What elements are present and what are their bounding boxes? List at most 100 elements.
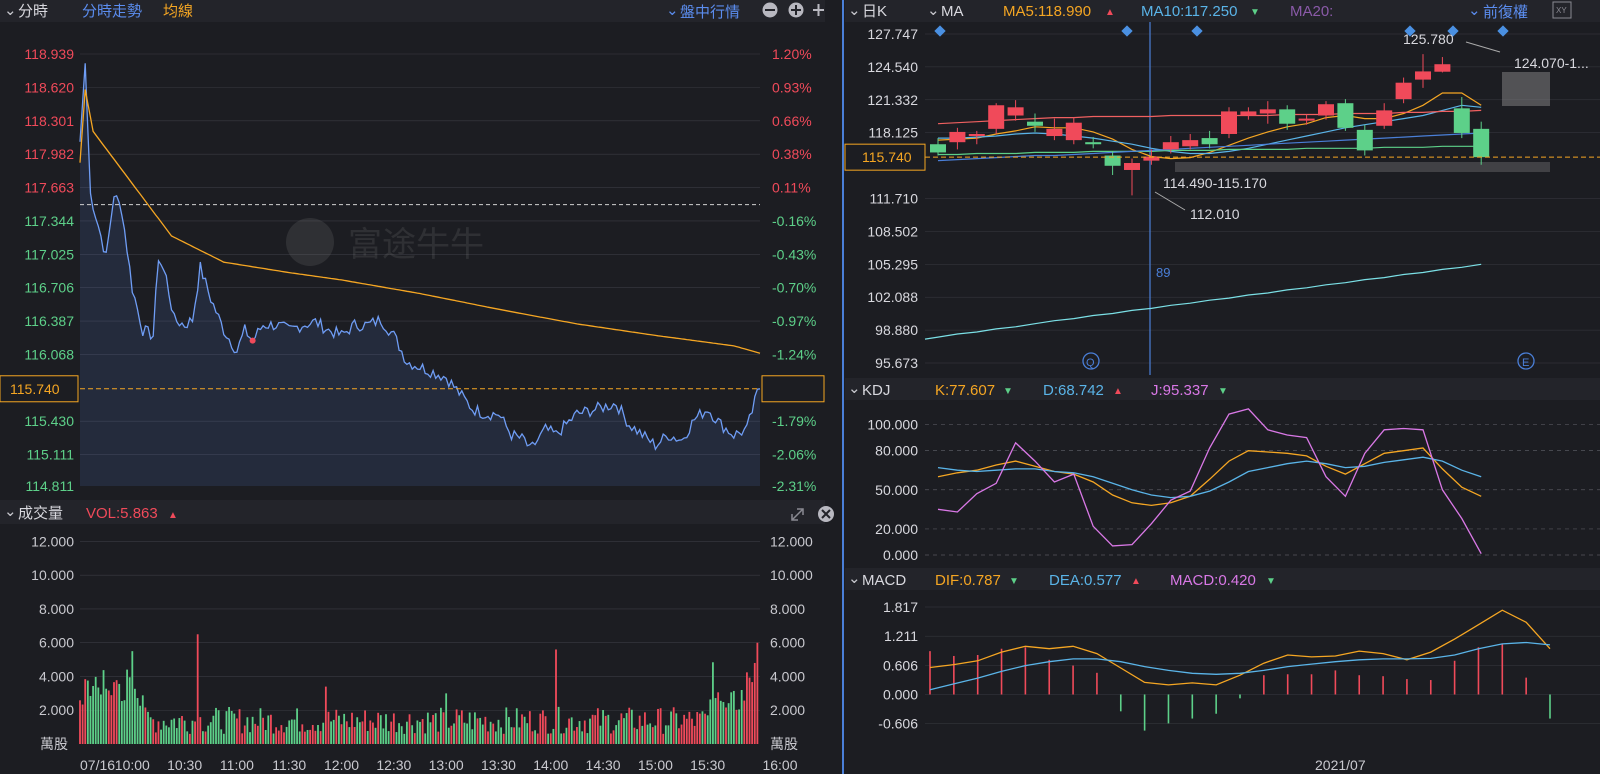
volume-bar: [215, 707, 217, 744]
volume-bar: [256, 725, 259, 744]
k-current-price-label: 115.740: [862, 149, 912, 165]
marker-e-icon[interactable]: E: [1517, 352, 1535, 370]
chevron-down-icon[interactable]: ⌄: [4, 2, 17, 19]
range-annotation-right: 124.070-1...: [1514, 55, 1589, 71]
volume-bar: [432, 714, 434, 744]
volume-bar: [497, 719, 500, 744]
candlestick: [1104, 151, 1121, 176]
high-annotation: 125.780: [1403, 31, 1454, 47]
volume-bar: [437, 731, 440, 744]
volume-bar: [636, 729, 638, 744]
chevron-down-icon[interactable]: ⌄: [666, 2, 679, 19]
chevron-down-icon[interactable]: ⌄: [927, 2, 940, 19]
volume-bar: [144, 707, 147, 744]
volume-bar: [243, 725, 246, 744]
macd-grid: [925, 606, 1600, 724]
candle-body: [1473, 128, 1490, 158]
volume-bar: [617, 720, 620, 744]
date-axis-label: 2021/07: [1315, 757, 1366, 773]
volume-bar: [398, 723, 400, 744]
k-price-tick-label: 121.332: [867, 92, 918, 108]
candlestick: [1259, 101, 1276, 124]
volume-bar: [136, 698, 139, 744]
macd-dif-line: [929, 609, 1551, 686]
volume-bar: [128, 677, 131, 744]
tab-intraday[interactable]: 分時: [18, 3, 48, 20]
volume-bar: [725, 707, 727, 744]
ma60-line: [938, 145, 1482, 156]
volume-bar: [311, 724, 314, 744]
volume-bar: [508, 717, 510, 744]
volume-bar: [411, 725, 414, 744]
zoom-in-icon[interactable]: [788, 2, 804, 18]
chevron-down-icon[interactable]: ⌄: [848, 570, 861, 587]
candlestick: [968, 130, 985, 145]
event-diamond-icon[interactable]: [934, 25, 946, 37]
event-markers: [934, 25, 1509, 37]
volume-bar: [361, 721, 364, 744]
volume-tick-label: 2.000: [39, 702, 74, 718]
volume-bar: [120, 701, 123, 744]
candle-body: [1007, 107, 1024, 116]
expand-icon[interactable]: [791, 508, 804, 521]
percent-tick-label: 1.20%: [772, 46, 812, 62]
chevron-down-icon[interactable]: ⌄: [848, 2, 861, 19]
time-tick-label: 15:30: [690, 757, 725, 773]
add-icon[interactable]: [813, 4, 824, 16]
volume-bar: [542, 710, 544, 744]
marker-q-icon[interactable]: Q: [1082, 352, 1100, 370]
volume-bar: [730, 692, 733, 744]
volume-bar: [531, 731, 534, 744]
volume-bar: [188, 733, 191, 744]
chevron-down-icon[interactable]: ⌄: [1468, 2, 1481, 19]
event-diamond-icon[interactable]: [1191, 25, 1203, 37]
volume-bar: [649, 723, 652, 744]
time-tick-label: 12:30: [376, 757, 411, 773]
macd-lines: [929, 609, 1551, 691]
volume-bar: [691, 718, 693, 744]
volume-bar: [374, 727, 377, 744]
volume-bar: [419, 721, 421, 744]
volume-bar: [283, 732, 285, 744]
volume-bar: [581, 731, 584, 744]
candlestick: [1046, 118, 1063, 141]
market-button[interactable]: 盤中行情: [680, 4, 740, 21]
current-price-tag: [0, 375, 79, 403]
volume-bar: [662, 733, 665, 744]
ma5-line: [937, 92, 1482, 160]
volume-bar: [641, 725, 644, 744]
tab-average-line[interactable]: 均線: [163, 3, 193, 20]
volume-axis-right: 12.000 10.000 8.000 6.000 4.000 2.000: [770, 533, 813, 718]
volume-bar: [225, 711, 228, 744]
chevron-down-icon[interactable]: ⌄: [848, 380, 861, 397]
candlestick: [1124, 158, 1140, 196]
zoom-out-icon[interactable]: [762, 2, 778, 18]
tab-daily-k[interactable]: 日K: [862, 3, 887, 20]
price-tick-label: 117.025: [24, 246, 74, 262]
tab-intraday-trend[interactable]: 分時走勢: [82, 3, 142, 20]
volume-bar: [722, 702, 725, 744]
candlestick: [1434, 57, 1451, 73]
volume-bar: [494, 731, 497, 744]
event-diamond-icon[interactable]: [1497, 25, 1509, 37]
candlestick: [1182, 133, 1199, 150]
k-price-tick-label: 102.088: [867, 289, 918, 305]
event-diamond-icon[interactable]: [1121, 25, 1133, 37]
volume-bar: [547, 733, 550, 744]
candlestick: [1201, 130, 1218, 149]
event-diamond-icon[interactable]: [1447, 25, 1459, 37]
tab-ma[interactable]: MA: [941, 3, 964, 20]
volume-bar: [453, 723, 455, 744]
volume-bar: [450, 725, 453, 744]
event-diamond-icon[interactable]: [1404, 25, 1416, 37]
volume-bar: [675, 713, 678, 744]
volume-bar: [615, 725, 618, 744]
adjust-button[interactable]: 前復權: [1483, 4, 1528, 21]
volume-bar: [304, 731, 306, 744]
close-icon[interactable]: [818, 506, 834, 522]
up-triangle-icon: ▲: [168, 510, 178, 521]
chevron-down-icon[interactable]: ⌄: [4, 503, 17, 520]
axis-setting-icon[interactable]: XY: [1552, 1, 1572, 19]
k-price-tick-label: 118.125: [868, 125, 918, 141]
volume-tick-label: 6.000: [39, 635, 74, 651]
